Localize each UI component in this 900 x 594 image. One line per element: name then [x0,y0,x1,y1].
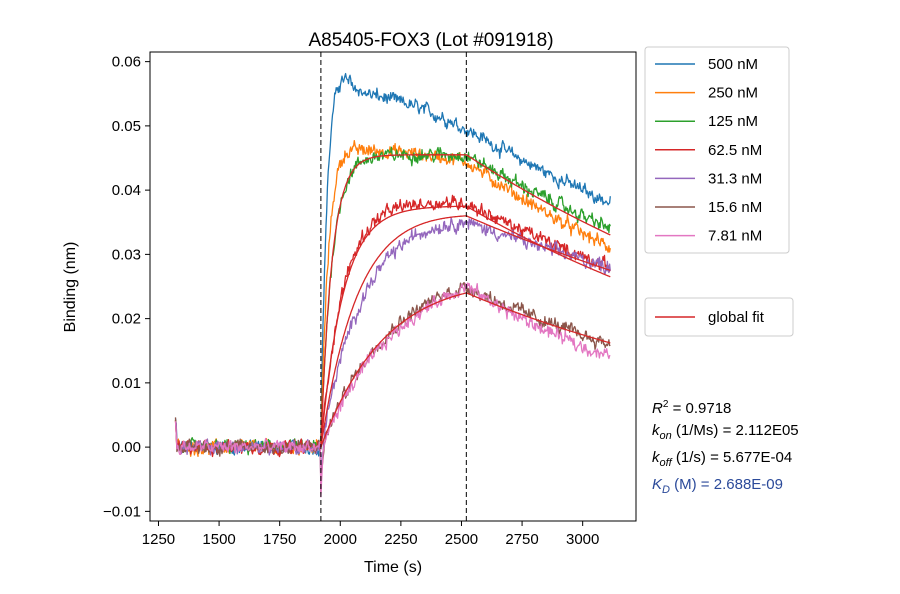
y-axis: −0.01 0.00 0.01 0.02 0.03 0.04 0.05 0.06 [103,54,150,520]
series-line [174,282,611,498]
legend-series: 500 nM 250 nM 125 nM 62.5 nM 31.3 nM 15.6 nM 7… [644,46,790,254]
koff-unit: (1/s) [675,449,706,466]
x-tick-label: 2500 [445,531,478,548]
kd-value: 2.688E-09 [713,476,783,493]
legend-fit: global fit [644,297,794,337]
y-axis-label: Binding (nm) [62,242,79,333]
plot-area [174,52,611,521]
x-axis-label: Time (s) [364,559,422,576]
koff-value: 5.677E-04 [723,449,793,466]
y-tick-label: 0.03 [112,246,141,263]
fit-line [320,205,611,448]
kon-value: 2.112E05 [735,422,799,439]
fit-line [320,154,611,448]
legend-label: 15.6 nM [708,199,762,216]
kd-unit: (M) [674,476,697,493]
legend-label: 31.3 nM [708,170,762,187]
x-axis: 1250 1500 1750 2000 2250 2500 2750 3000 [142,521,599,548]
fit-line [320,215,611,448]
y-tick-label: 0.01 [112,375,141,392]
series-line [174,72,611,457]
y-tick-label: 0.06 [112,54,141,71]
x-tick-label: 2000 [324,531,357,548]
x-tick-label: 1500 [202,531,235,548]
series-line [174,146,611,456]
fit-statistics: R2 = 0.9718 kon (1/Ms) = 2.112E05 koff (… [652,394,799,501]
koff-stat: koff (1/s) = 5.677E-04 [652,449,793,469]
plot-frame [149,51,637,522]
x-tick-label: 1250 [142,531,175,548]
kon-unit: (1/Ms) [675,422,719,439]
legend-label: 250 nM [708,85,758,102]
chart-title: A85405-FOX3 (Lot #091918) [308,30,553,51]
y-tick-label: 0.04 [112,182,141,199]
y-tick-label: −0.01 [103,503,141,520]
r2-stat: R2 = 0.9718 [652,399,732,417]
y-tick-label: 0.05 [112,118,141,135]
x-tick-label: 2250 [384,531,417,548]
kon-stat: kon (1/Ms) = 2.112E05 [652,422,799,442]
x-tick-label: 3000 [566,531,599,548]
y-tick-label: 0.00 [112,439,141,456]
y-tick-label: 0.02 [112,311,141,328]
r2-value: 0.9718 [685,400,732,417]
fit-line [320,292,611,448]
legend-label: 500 nM [708,56,758,73]
legend-label: 125 nM [708,113,758,130]
x-tick-label: 1750 [263,531,296,548]
legend-label: 62.5 nM [708,142,762,159]
kd-stat: KD (M) = 2.688E-09 [652,476,783,496]
series-line [174,139,611,458]
series-line [174,281,611,494]
legend-fit-label: global fit [708,309,765,326]
legend-label: 7.81 nM [708,228,762,245]
x-tick-label: 2750 [505,531,538,548]
